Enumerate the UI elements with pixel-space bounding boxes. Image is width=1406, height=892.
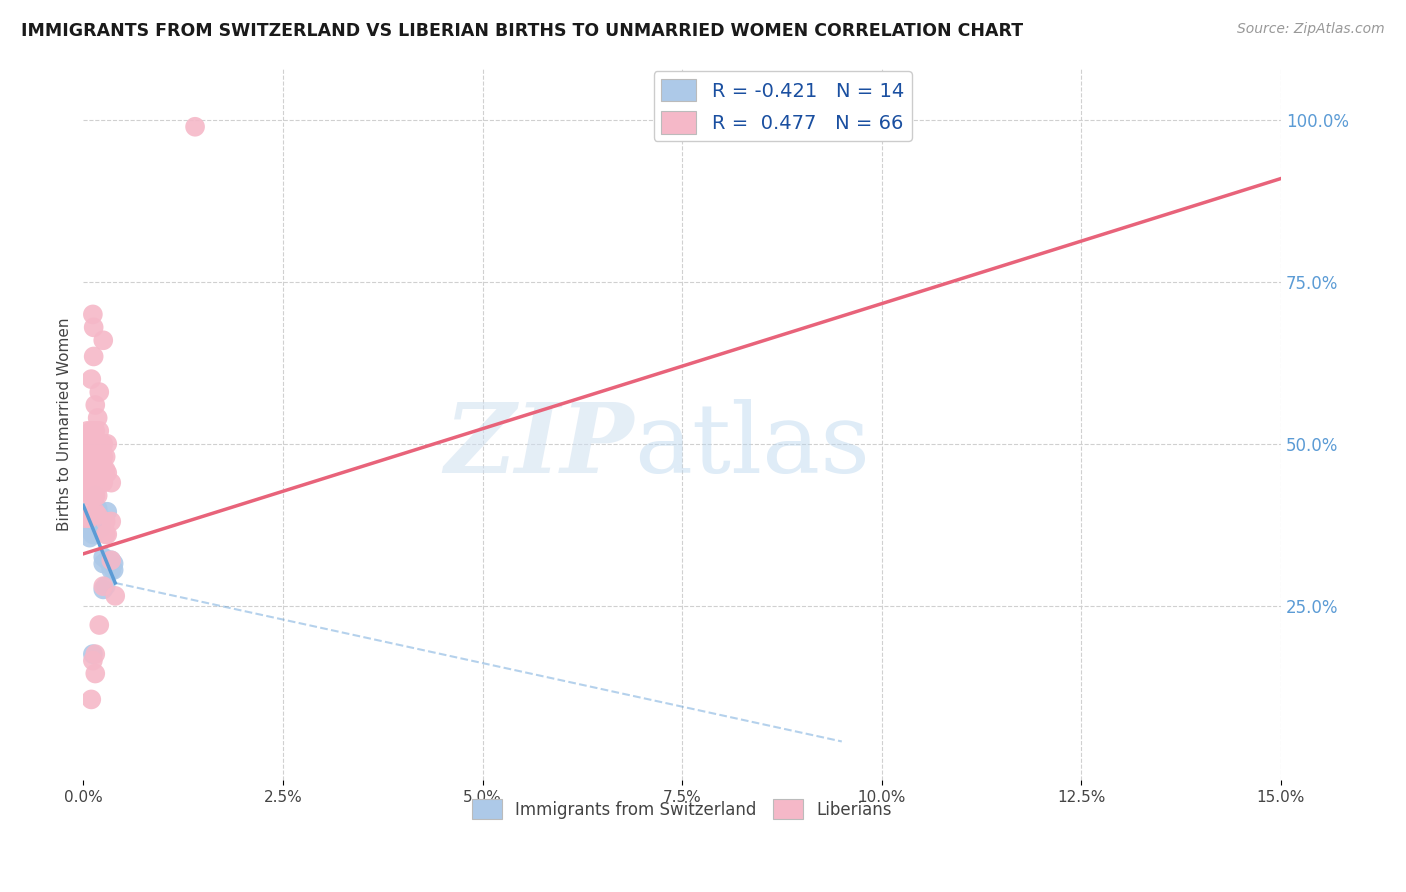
Point bbox=[80, 437, 103, 451]
Point bbox=[94, 463, 117, 477]
Point bbox=[100, 515, 122, 529]
Point bbox=[86, 489, 108, 503]
Text: IMMIGRANTS FROM SWITZERLAND VS LIBERIAN BIRTHS TO UNMARRIED WOMEN CORRELATION CH: IMMIGRANTS FROM SWITZERLAND VS LIBERIAN … bbox=[21, 22, 1024, 40]
Point bbox=[96, 437, 118, 451]
Point bbox=[86, 505, 108, 519]
Point bbox=[103, 563, 125, 577]
Point bbox=[91, 475, 114, 490]
Point bbox=[104, 589, 127, 603]
Point bbox=[91, 333, 114, 347]
Point bbox=[80, 489, 103, 503]
Point bbox=[100, 475, 122, 490]
Point bbox=[80, 424, 103, 438]
Point bbox=[82, 521, 104, 535]
Point bbox=[82, 654, 104, 668]
Point bbox=[75, 511, 97, 525]
Point bbox=[90, 475, 112, 490]
Point bbox=[94, 515, 117, 529]
Point bbox=[89, 463, 111, 477]
Point bbox=[80, 450, 103, 464]
Point bbox=[86, 450, 108, 464]
Point bbox=[80, 372, 103, 386]
Point bbox=[100, 553, 122, 567]
Point bbox=[89, 437, 111, 451]
Point bbox=[84, 647, 107, 661]
Point bbox=[84, 398, 107, 412]
Point bbox=[84, 475, 107, 490]
Point bbox=[80, 505, 103, 519]
Point bbox=[96, 553, 118, 567]
Point bbox=[80, 475, 103, 490]
Point bbox=[83, 350, 105, 364]
Point bbox=[80, 692, 103, 706]
Point bbox=[84, 505, 107, 519]
Point bbox=[91, 437, 114, 451]
Point bbox=[86, 437, 108, 451]
Point bbox=[84, 424, 107, 438]
Point bbox=[91, 582, 114, 597]
Point bbox=[100, 563, 122, 577]
Point bbox=[82, 527, 104, 541]
Point bbox=[184, 120, 207, 134]
Point bbox=[94, 579, 117, 593]
Point bbox=[86, 411, 108, 425]
Point bbox=[84, 463, 107, 477]
Point bbox=[76, 466, 98, 480]
Point bbox=[86, 475, 108, 490]
Point bbox=[79, 475, 101, 490]
Point bbox=[84, 666, 107, 681]
Point bbox=[84, 437, 107, 451]
Point bbox=[96, 505, 118, 519]
Point bbox=[86, 463, 108, 477]
Point bbox=[91, 557, 114, 571]
Point bbox=[79, 463, 101, 477]
Point bbox=[90, 521, 112, 535]
Point bbox=[100, 553, 122, 567]
Point bbox=[90, 517, 112, 532]
Point bbox=[96, 466, 118, 480]
Point bbox=[90, 437, 112, 451]
Point bbox=[91, 579, 114, 593]
Point bbox=[96, 527, 118, 541]
Point bbox=[103, 557, 125, 571]
Point bbox=[89, 618, 111, 632]
Text: Source: ZipAtlas.com: Source: ZipAtlas.com bbox=[1237, 22, 1385, 37]
Point bbox=[84, 489, 107, 503]
Point bbox=[91, 550, 114, 565]
Point bbox=[83, 320, 105, 334]
Point bbox=[94, 450, 117, 464]
Point bbox=[79, 511, 101, 525]
Point bbox=[90, 463, 112, 477]
Point bbox=[76, 437, 98, 451]
Text: ZIP: ZIP bbox=[444, 399, 634, 492]
Point bbox=[86, 508, 108, 522]
Point bbox=[76, 424, 98, 438]
Point bbox=[94, 527, 117, 541]
Y-axis label: Births to Unmarried Women: Births to Unmarried Women bbox=[58, 318, 72, 531]
Point bbox=[76, 515, 98, 529]
Point bbox=[84, 450, 107, 464]
Point bbox=[80, 463, 103, 477]
Point bbox=[89, 511, 111, 525]
Point bbox=[79, 450, 101, 464]
Point bbox=[80, 524, 103, 538]
Point bbox=[79, 531, 101, 545]
Point bbox=[79, 489, 101, 503]
Point bbox=[86, 501, 108, 516]
Point bbox=[82, 307, 104, 321]
Point bbox=[82, 647, 104, 661]
Point bbox=[91, 450, 114, 464]
Legend: Immigrants from Switzerland, Liberians: Immigrants from Switzerland, Liberians bbox=[465, 793, 898, 825]
Point bbox=[84, 489, 107, 503]
Point bbox=[89, 385, 111, 400]
Text: atlas: atlas bbox=[634, 399, 870, 492]
Point bbox=[76, 479, 98, 493]
Point bbox=[80, 517, 103, 532]
Point bbox=[89, 424, 111, 438]
Point bbox=[79, 437, 101, 451]
